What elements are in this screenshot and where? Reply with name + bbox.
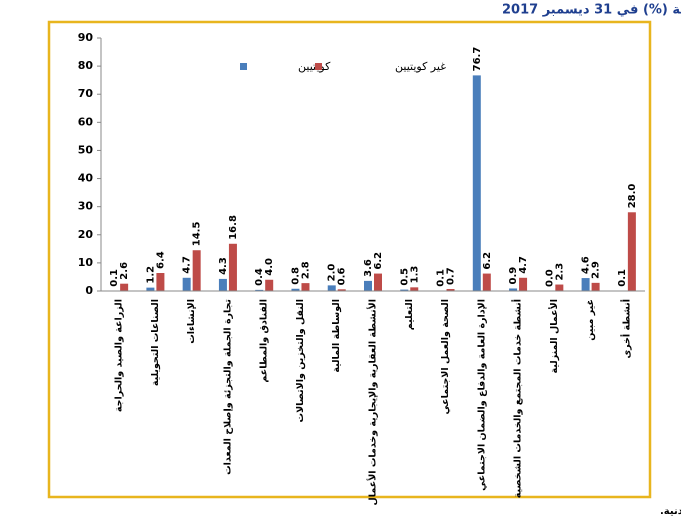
value-label: 2.6 [119, 262, 130, 280]
bar [156, 273, 164, 291]
value-label: 4.0 [264, 258, 275, 276]
bar [146, 288, 154, 291]
bar [193, 250, 201, 291]
y-tick-label: 80 [78, 59, 94, 72]
bar [183, 278, 191, 291]
value-label: 76.7 [472, 47, 483, 72]
bar [628, 212, 636, 291]
y-tick-label: 10 [78, 256, 94, 269]
value-label: 6.4 [155, 251, 166, 269]
bar [120, 284, 128, 291]
bar [265, 280, 273, 291]
x-tick-label: الإدارة العامة والدفاع والضمان الاجتماعي [476, 299, 487, 491]
x-tick-label: الأعمال المنزلية [548, 299, 560, 374]
bar [301, 283, 309, 291]
x-tick-label: الزراعة والصيد والحراجة [114, 299, 125, 412]
legend-swatch [240, 63, 247, 70]
x-tick-label: أنشطة خدمات المجتمع والخدمات الشخصية [511, 299, 524, 498]
chart-frame [49, 22, 650, 497]
x-tick-label: الأنشطة العقارية والإيجارية وخدمات الأعم… [367, 299, 379, 505]
x-tick-label: الصحة والعمل الاجتماعي [440, 299, 451, 414]
x-tick-label: الإنشاءات [186, 299, 197, 344]
x-tick-label: النقل والتخزين والاتصالات [295, 299, 306, 422]
x-tick-label: تجارة الجملة والتجزئة وإصلاح المعدات [222, 299, 233, 475]
y-tick-label: 70 [78, 87, 94, 100]
y-tick-label: 40 [78, 172, 94, 185]
value-label: 1.3 [409, 266, 420, 284]
value-label: 2.8 [300, 261, 311, 279]
legend-label: غير كويتيين [395, 60, 446, 73]
bar [582, 278, 590, 291]
x-tick-label: الفنادق والمطاعم [259, 299, 270, 383]
x-tick-label: الصناعات التحويلية [150, 299, 161, 386]
bar [219, 279, 227, 291]
y-tick-label: 90 [78, 31, 94, 44]
bar [483, 274, 491, 291]
value-label: 0.7 [446, 267, 457, 285]
value-label: 4.7 [182, 256, 193, 274]
value-label: 6.2 [482, 252, 493, 270]
y-tick-label: 30 [78, 200, 94, 213]
value-label: 14.5 [192, 222, 203, 247]
value-label: 0.1 [617, 269, 628, 287]
source-note: المصدر: محتسبة من البيانات الواردة في مو… [660, 506, 681, 517]
bar [229, 244, 237, 291]
bar [473, 75, 481, 291]
bar [519, 278, 527, 291]
bar [592, 283, 600, 291]
bar [374, 274, 382, 291]
x-tick-label: غير مبين [585, 299, 596, 341]
legend-swatch [315, 63, 322, 70]
value-label: 2.3 [554, 263, 565, 281]
y-tick-label: 20 [78, 228, 94, 241]
value-label: 0.6 [337, 268, 348, 286]
x-tick-label: التعليم [404, 299, 415, 330]
x-tick-label: الوساطة المالية [331, 299, 342, 373]
y-tick-label: 60 [78, 115, 94, 128]
value-label: 16.8 [228, 215, 239, 240]
bar [410, 287, 418, 291]
value-label: 6.2 [373, 252, 384, 270]
bar [555, 285, 563, 291]
value-label: 4.7 [518, 256, 529, 274]
bar [328, 285, 336, 291]
bar [364, 281, 372, 291]
value-label: 28.0 [627, 184, 638, 209]
chart-title: توزيع القوى العاملة على الأنشطة الاقتصاد… [502, 1, 681, 18]
value-label: 4.3 [218, 257, 229, 275]
x-tick-label: أنشطة أخرى [619, 299, 632, 359]
y-tick-label: 0 [85, 284, 93, 297]
y-tick-label: 50 [78, 143, 94, 156]
legend-label: كويتيين [298, 60, 331, 73]
value-label: 2.9 [591, 261, 602, 279]
